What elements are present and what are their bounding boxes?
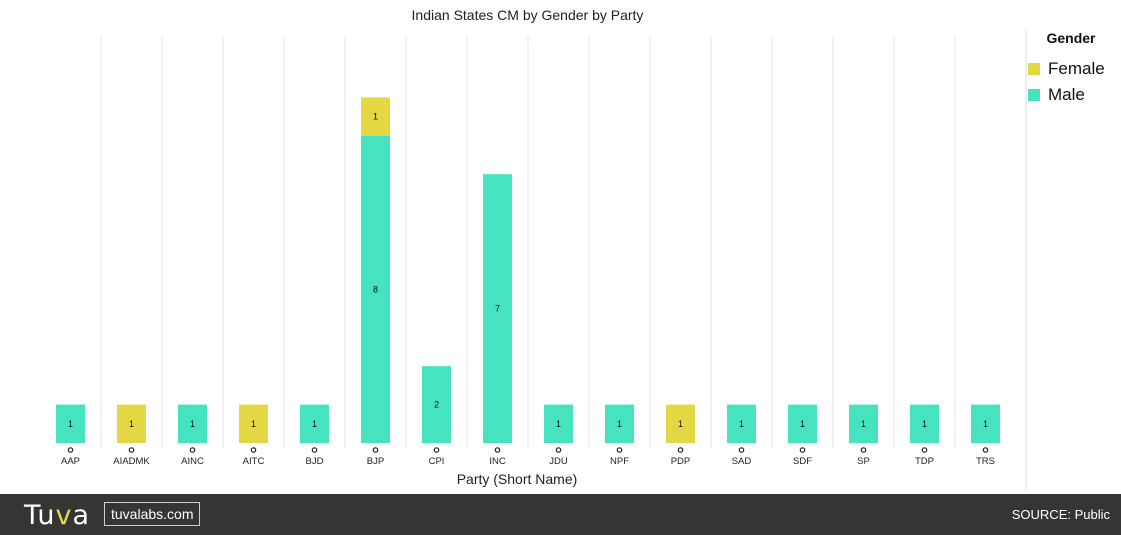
tick-marker [311,447,318,453]
x-tick-label: AINC [181,456,204,467]
bar-male-jdu[interactable] [544,404,573,443]
x-tick-label: NPF [610,456,629,467]
x-axis-label: Party (Short Name) [457,471,578,487]
x-tick-label: BJD [306,456,324,467]
data-label: 1 [129,419,134,429]
data-label: 1 [312,419,317,429]
tick-marker [250,447,257,453]
x-tick-label: BJP [367,456,384,467]
x-tick-label: AIADMK [113,456,150,467]
bar-female-aitc[interactable] [239,404,268,443]
bar-female-aiadmk[interactable] [117,404,146,443]
x-tick-label: SDF [793,456,812,467]
data-label: 1 [251,419,256,429]
legend-item-female[interactable]: Female [1028,56,1118,82]
bar-male-sdf[interactable] [788,404,817,443]
data-label: 1 [556,419,561,429]
bar-male-sad[interactable] [727,404,756,443]
tick-marker [494,447,501,453]
tick-marker [982,447,989,453]
x-tick-label: PDP [671,456,691,467]
data-label: 1 [678,419,683,429]
data-label: 1 [68,419,73,429]
data-label: 1 [373,112,378,122]
chart-plot: 1 AAP 1 AIADMK 1 AINC 1 AITC 1 BJD 8 1 BJP 2 CPI 7 INC 1 J… [56,30,1027,490]
tick-marker [921,447,928,453]
logo-text-accent: v [55,500,73,531]
legend-title: Gender [1046,30,1096,46]
data-label: 1 [190,419,195,429]
site-link[interactable]: tuvalabs.com [104,502,201,526]
bar-male-cpi[interactable] [422,366,451,443]
data-label: 1 [983,419,988,429]
tick-marker [616,447,623,453]
data-label: 8 [373,284,378,294]
bar-male-trs[interactable] [971,404,1000,443]
x-tick-label: AAP [61,456,80,467]
bar-male-sp[interactable] [849,404,878,443]
tick-marker [67,447,74,453]
source-label: SOURCE: Public [1011,507,1110,522]
logo-text-prefix: Tu [24,500,56,531]
bar-male-tdp[interactable] [910,404,939,443]
legend-swatch-female [1028,63,1040,75]
x-tick-label: TDP [915,456,934,467]
x-tick-label: CPI [429,456,445,467]
tick-marker [677,447,684,453]
data-label: 1 [800,419,805,429]
footer-bar: Tuva tuvalabs.com SOURCE: Public [0,494,1121,535]
bar-male-ainc[interactable] [178,404,207,443]
data-label: 2 [434,400,439,410]
legend-label-female: Female [1048,59,1105,78]
chart-title: Indian States CM by Gender by Party [411,7,644,23]
tick-marker [860,447,867,453]
tuva-logo[interactable]: Tuva [24,500,90,531]
legend: Gender Female Male [1028,30,1118,108]
tick-marker [738,447,745,453]
data-label: 1 [922,419,927,429]
logo-text-suffix: a [72,500,91,531]
bar-male-inc[interactable] [483,174,512,443]
bar-female-bjp[interactable] [361,97,390,136]
tick-marker [799,447,806,453]
x-tick-label: JDU [549,456,568,467]
data-label: 7 [495,304,500,314]
x-tick-label: SAD [732,456,752,467]
bar-male-npf[interactable] [605,404,634,443]
bar-female-pdp[interactable] [666,404,695,443]
bar-male-bjd[interactable] [300,404,329,443]
tick-marker [189,447,196,453]
legend-item-male[interactable]: Male [1028,82,1118,108]
bar-male-aap[interactable] [56,404,85,443]
bar-male-bjp[interactable] [361,135,390,444]
x-tick-label: INC [489,456,506,467]
tick-marker [433,447,440,453]
x-tick-label: TRS [976,456,995,467]
x-tick-label: AITC [243,456,265,467]
x-tick-label: SP [857,456,870,467]
legend-swatch-male [1028,89,1040,101]
data-label: 1 [617,419,622,429]
tick-marker [128,447,135,453]
tick-marker [372,447,379,453]
data-label: 1 [861,419,866,429]
tick-marker [555,447,562,453]
legend-label-male: Male [1048,85,1085,104]
data-label: 1 [739,419,744,429]
